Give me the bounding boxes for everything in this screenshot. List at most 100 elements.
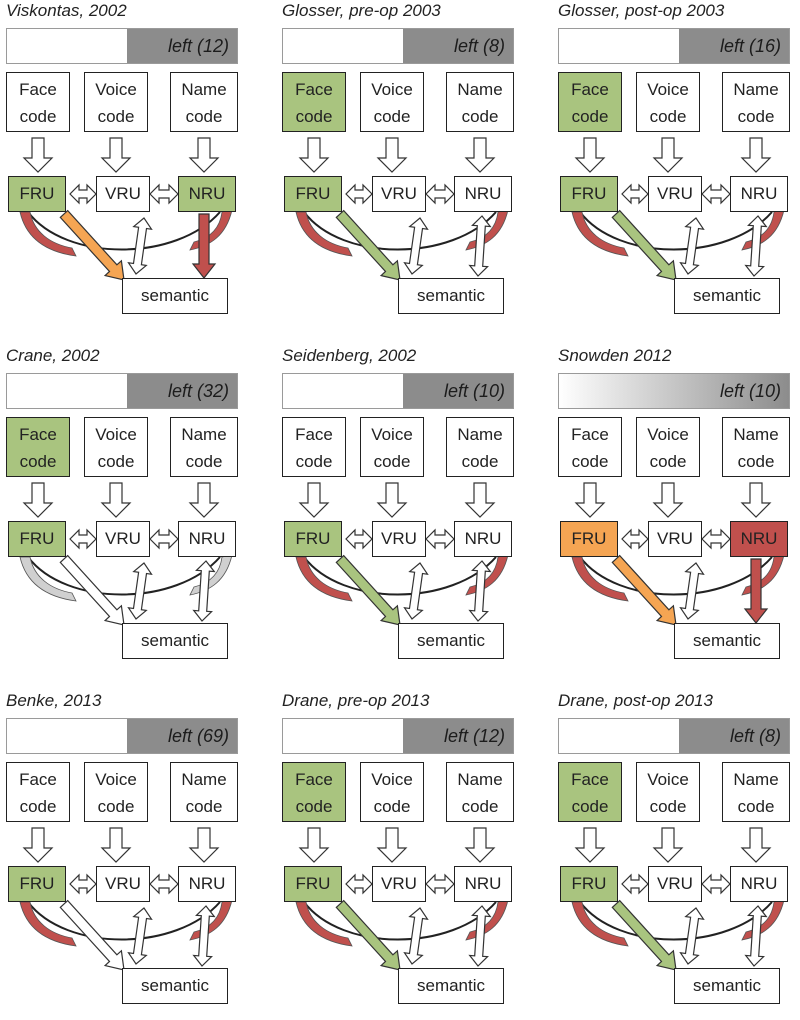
panel-title: Glosser, pre-op 2003 — [282, 1, 441, 20]
face-code-box: Face code — [282, 417, 346, 477]
code-box-line: Voice — [95, 80, 137, 99]
code-box-line: code — [571, 452, 609, 471]
nru-semantic-double-arrow — [744, 215, 768, 277]
laterality-bar: left (8) — [282, 28, 514, 64]
laterality-bar: left (69) — [6, 718, 238, 754]
vru-nru-double-arrow — [149, 528, 179, 550]
vru-nru-double-arrow — [425, 873, 455, 895]
vru-semantic-double-arrow — [679, 907, 705, 965]
laterality-label: left (12) — [167, 36, 229, 56]
code-box-line: code — [185, 452, 223, 471]
vru-semantic-double-arrow — [127, 907, 153, 965]
laterality-bar-fill — [678, 719, 789, 753]
laterality-bar-fill — [126, 719, 237, 753]
fru-to-semantic-arrow — [335, 554, 401, 626]
voice-code-box: Voice code — [636, 762, 700, 822]
nru-semantic-double-arrow — [468, 215, 492, 277]
face-to-fru-arrow — [22, 827, 54, 863]
code-box-line: code — [649, 107, 687, 126]
face-code-box: Face code — [282, 72, 346, 132]
name-code-box: Name code — [722, 417, 790, 477]
voice-to-vru-arrow — [100, 137, 132, 173]
fru-vru-double-arrow — [345, 873, 373, 895]
code-box-line: code — [295, 797, 333, 816]
semantic-box: semantic — [122, 623, 228, 659]
name-code-box: Name code — [170, 417, 238, 477]
face-to-fru-arrow — [574, 482, 606, 518]
code-box-line: code — [19, 107, 57, 126]
fru-vru-double-arrow — [621, 873, 649, 895]
code-box-line: code — [373, 107, 411, 126]
vru-box: VRU — [648, 521, 702, 557]
vru-semantic-double-arrow — [403, 907, 429, 965]
code-box-line: code — [295, 452, 333, 471]
voice-to-vru-arrow — [100, 482, 132, 518]
fru-to-semantic-arrow — [611, 209, 677, 281]
face-to-fru-arrow — [298, 827, 330, 863]
fru-vru-double-arrow — [345, 183, 373, 205]
vru-box: VRU — [96, 176, 150, 212]
vru-semantic-double-arrow — [127, 217, 153, 275]
voice-to-vru-arrow — [652, 482, 684, 518]
voice-code-box: Voice code — [360, 762, 424, 822]
laterality-label: left (10) — [443, 381, 505, 401]
panel-title: Crane, 2002 — [6, 346, 100, 365]
code-box-line: code — [19, 797, 57, 816]
fru-tail-arrow — [19, 901, 77, 947]
face-to-fru-arrow — [298, 482, 330, 518]
semantic-box: semantic — [674, 623, 780, 659]
connection-arrows — [19, 137, 233, 281]
fru-vru-double-arrow — [345, 528, 373, 550]
fru-vru-double-arrow — [621, 183, 649, 205]
face-to-fru-arrow — [574, 137, 606, 173]
laterality-bar-fill — [402, 374, 513, 408]
nru-box: NRU — [454, 521, 512, 557]
fru-tail-arrow — [295, 556, 353, 602]
fru-box: FRU — [8, 521, 66, 557]
voice-to-vru-arrow — [376, 482, 408, 518]
vru-semantic-double-arrow — [679, 217, 705, 275]
study-panel: Viskontas, 2002 left (12) Face code Voice cod… — [6, 0, 240, 330]
study-panel: Glosser, post-op 2003 left (16) Face code Vo… — [558, 0, 792, 330]
vru-box: VRU — [372, 866, 426, 902]
name-to-nru-arrow — [740, 482, 772, 518]
face-code-box: Face code — [558, 417, 622, 477]
nru-box: NRU — [178, 521, 236, 557]
code-box-line: Voice — [95, 770, 137, 789]
nru-box: NRU — [730, 521, 788, 557]
panel-title: Drane, post-op 2013 — [558, 691, 713, 710]
fru-tail-arrow — [571, 556, 629, 602]
vru-semantic-double-arrow — [679, 562, 705, 620]
code-box-line: code — [461, 107, 499, 126]
laterality-label: left (8) — [453, 36, 505, 56]
face-code-box: Face code — [282, 762, 346, 822]
laterality-label: left (32) — [167, 381, 229, 401]
code-box-line: Face — [571, 80, 609, 99]
face-to-fru-arrow — [574, 827, 606, 863]
voice-code-box: Voice code — [360, 417, 424, 477]
connection-arrows — [571, 482, 785, 626]
laterality-bar: left (10) — [282, 373, 514, 409]
face-code-box: Face code — [6, 417, 70, 477]
fru-tail-arrow — [19, 211, 77, 257]
vru-semantic-double-arrow — [127, 562, 153, 620]
face-code-box: Face code — [6, 72, 70, 132]
code-box-line: Face — [19, 80, 57, 99]
nru-box: NRU — [454, 866, 512, 902]
study-panel: Drane, post-op 2013 left (8) Face code Voice… — [558, 690, 792, 1020]
fru-to-semantic-arrow — [59, 554, 125, 626]
laterality-label: left (69) — [167, 726, 229, 746]
face-code-box: Face code — [558, 762, 622, 822]
vru-box: VRU — [648, 866, 702, 902]
laterality-bar: left (8) — [558, 718, 790, 754]
code-box-line: code — [185, 107, 223, 126]
code-box-line: code — [373, 797, 411, 816]
laterality-label: left (10) — [719, 381, 781, 401]
name-to-nru-arrow — [464, 137, 496, 173]
vru-nru-double-arrow — [701, 183, 731, 205]
semantic-box: semantic — [122, 278, 228, 314]
semantic-box: semantic — [674, 968, 780, 1004]
fru-tail-arrow — [295, 211, 353, 257]
fru-box: FRU — [284, 176, 342, 212]
